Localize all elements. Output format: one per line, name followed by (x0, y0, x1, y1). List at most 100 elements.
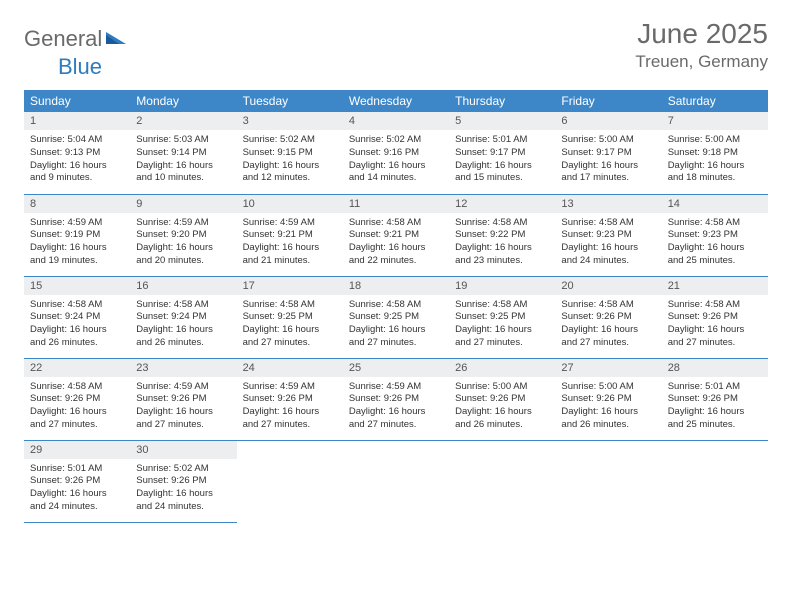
day-details: Sunrise: 5:00 AMSunset: 9:26 PMDaylight:… (555, 377, 661, 434)
title-block: June 2025 Treuen, Germany (635, 18, 768, 72)
day-details: Sunrise: 4:58 AMSunset: 9:25 PMDaylight:… (343, 295, 449, 352)
calendar-day-cell (237, 440, 343, 522)
calendar-day-cell: 4Sunrise: 5:02 AMSunset: 9:16 PMDaylight… (343, 112, 449, 194)
weekday-header: Wednesday (343, 90, 449, 112)
weekday-header: Friday (555, 90, 661, 112)
calendar-day-cell (343, 440, 449, 522)
calendar-day-cell: 24Sunrise: 4:59 AMSunset: 9:26 PMDayligh… (237, 358, 343, 440)
day-number: 26 (449, 359, 555, 377)
day-number: 30 (130, 441, 236, 459)
weekday-header: Saturday (662, 90, 768, 112)
day-details: Sunrise: 5:01 AMSunset: 9:26 PMDaylight:… (24, 459, 130, 516)
day-details: Sunrise: 4:59 AMSunset: 9:20 PMDaylight:… (130, 213, 236, 270)
day-number: 21 (662, 277, 768, 295)
day-details: Sunrise: 4:59 AMSunset: 9:26 PMDaylight:… (237, 377, 343, 434)
calendar-week-row: 29Sunrise: 5:01 AMSunset: 9:26 PMDayligh… (24, 440, 768, 522)
day-details: Sunrise: 4:59 AMSunset: 9:21 PMDaylight:… (237, 213, 343, 270)
day-number: 1 (24, 112, 130, 130)
calendar-day-cell: 22Sunrise: 4:58 AMSunset: 9:26 PMDayligh… (24, 358, 130, 440)
calendar-day-cell: 2Sunrise: 5:03 AMSunset: 9:14 PMDaylight… (130, 112, 236, 194)
day-number: 28 (662, 359, 768, 377)
day-number: 27 (555, 359, 661, 377)
month-title: June 2025 (635, 18, 768, 50)
day-details: Sunrise: 5:01 AMSunset: 9:26 PMDaylight:… (662, 377, 768, 434)
logo-text-blue: Blue (58, 54, 102, 79)
calendar-day-cell: 10Sunrise: 4:59 AMSunset: 9:21 PMDayligh… (237, 194, 343, 276)
calendar-day-cell: 15Sunrise: 4:58 AMSunset: 9:24 PMDayligh… (24, 276, 130, 358)
day-number: 18 (343, 277, 449, 295)
calendar-day-cell: 11Sunrise: 4:58 AMSunset: 9:21 PMDayligh… (343, 194, 449, 276)
day-number: 2 (130, 112, 236, 130)
day-details: Sunrise: 4:58 AMSunset: 9:26 PMDaylight:… (24, 377, 130, 434)
calendar-day-cell: 19Sunrise: 4:58 AMSunset: 9:25 PMDayligh… (449, 276, 555, 358)
day-number: 20 (555, 277, 661, 295)
day-number: 7 (662, 112, 768, 130)
calendar-day-cell (555, 440, 661, 522)
day-details: Sunrise: 4:58 AMSunset: 9:23 PMDaylight:… (662, 213, 768, 270)
calendar-day-cell: 29Sunrise: 5:01 AMSunset: 9:26 PMDayligh… (24, 440, 130, 522)
weekday-header: Tuesday (237, 90, 343, 112)
calendar-day-cell: 16Sunrise: 4:58 AMSunset: 9:24 PMDayligh… (130, 276, 236, 358)
logo: General (24, 26, 130, 52)
logo-flag-icon (106, 30, 128, 51)
calendar-week-row: 1Sunrise: 5:04 AMSunset: 9:13 PMDaylight… (24, 112, 768, 194)
calendar-day-cell: 21Sunrise: 4:58 AMSunset: 9:26 PMDayligh… (662, 276, 768, 358)
calendar-day-cell: 13Sunrise: 4:58 AMSunset: 9:23 PMDayligh… (555, 194, 661, 276)
day-number: 14 (662, 195, 768, 213)
day-details: Sunrise: 4:59 AMSunset: 9:19 PMDaylight:… (24, 213, 130, 270)
day-number: 16 (130, 277, 236, 295)
weekday-header: Thursday (449, 90, 555, 112)
day-details: Sunrise: 4:58 AMSunset: 9:26 PMDaylight:… (662, 295, 768, 352)
day-number: 22 (24, 359, 130, 377)
location: Treuen, Germany (635, 52, 768, 72)
day-details: Sunrise: 4:58 AMSunset: 9:24 PMDaylight:… (24, 295, 130, 352)
day-number: 17 (237, 277, 343, 295)
calendar-day-cell: 7Sunrise: 5:00 AMSunset: 9:18 PMDaylight… (662, 112, 768, 194)
day-details: Sunrise: 5:03 AMSunset: 9:14 PMDaylight:… (130, 130, 236, 187)
day-number: 15 (24, 277, 130, 295)
day-number: 23 (130, 359, 236, 377)
day-number: 19 (449, 277, 555, 295)
calendar-day-cell: 30Sunrise: 5:02 AMSunset: 9:26 PMDayligh… (130, 440, 236, 522)
calendar-day-cell: 26Sunrise: 5:00 AMSunset: 9:26 PMDayligh… (449, 358, 555, 440)
header: General June 2025 Treuen, Germany (24, 18, 768, 72)
day-details: Sunrise: 5:00 AMSunset: 9:18 PMDaylight:… (662, 130, 768, 187)
calendar-day-cell: 12Sunrise: 4:58 AMSunset: 9:22 PMDayligh… (449, 194, 555, 276)
calendar-week-row: 8Sunrise: 4:59 AMSunset: 9:19 PMDaylight… (24, 194, 768, 276)
day-number: 13 (555, 195, 661, 213)
day-number: 10 (237, 195, 343, 213)
calendar-day-cell: 25Sunrise: 4:59 AMSunset: 9:26 PMDayligh… (343, 358, 449, 440)
calendar-day-cell: 14Sunrise: 4:58 AMSunset: 9:23 PMDayligh… (662, 194, 768, 276)
logo-text-general: General (24, 26, 102, 52)
calendar-day-cell: 3Sunrise: 5:02 AMSunset: 9:15 PMDaylight… (237, 112, 343, 194)
calendar-day-cell (662, 440, 768, 522)
day-number: 3 (237, 112, 343, 130)
day-details: Sunrise: 4:58 AMSunset: 9:22 PMDaylight:… (449, 213, 555, 270)
calendar-day-cell: 18Sunrise: 4:58 AMSunset: 9:25 PMDayligh… (343, 276, 449, 358)
calendar-week-row: 22Sunrise: 4:58 AMSunset: 9:26 PMDayligh… (24, 358, 768, 440)
day-number: 25 (343, 359, 449, 377)
calendar-body: 1Sunrise: 5:04 AMSunset: 9:13 PMDaylight… (24, 112, 768, 522)
day-number: 6 (555, 112, 661, 130)
day-number: 24 (237, 359, 343, 377)
calendar-day-cell: 1Sunrise: 5:04 AMSunset: 9:13 PMDaylight… (24, 112, 130, 194)
day-number: 11 (343, 195, 449, 213)
weekday-header: Monday (130, 90, 236, 112)
calendar-day-cell: 17Sunrise: 4:58 AMSunset: 9:25 PMDayligh… (237, 276, 343, 358)
day-details: Sunrise: 4:58 AMSunset: 9:25 PMDaylight:… (449, 295, 555, 352)
calendar-day-cell: 23Sunrise: 4:59 AMSunset: 9:26 PMDayligh… (130, 358, 236, 440)
calendar-day-cell: 8Sunrise: 4:59 AMSunset: 9:19 PMDaylight… (24, 194, 130, 276)
calendar-day-cell (449, 440, 555, 522)
day-details: Sunrise: 4:59 AMSunset: 9:26 PMDaylight:… (343, 377, 449, 434)
calendar-table: Sunday Monday Tuesday Wednesday Thursday… (24, 90, 768, 523)
calendar-day-cell: 9Sunrise: 4:59 AMSunset: 9:20 PMDaylight… (130, 194, 236, 276)
day-number: 12 (449, 195, 555, 213)
calendar-day-cell: 27Sunrise: 5:00 AMSunset: 9:26 PMDayligh… (555, 358, 661, 440)
calendar-day-cell: 6Sunrise: 5:00 AMSunset: 9:17 PMDaylight… (555, 112, 661, 194)
day-number: 29 (24, 441, 130, 459)
day-details: Sunrise: 4:59 AMSunset: 9:26 PMDaylight:… (130, 377, 236, 434)
day-details: Sunrise: 5:02 AMSunset: 9:16 PMDaylight:… (343, 130, 449, 187)
day-details: Sunrise: 4:58 AMSunset: 9:21 PMDaylight:… (343, 213, 449, 270)
weekday-header: Sunday (24, 90, 130, 112)
day-details: Sunrise: 4:58 AMSunset: 9:26 PMDaylight:… (555, 295, 661, 352)
